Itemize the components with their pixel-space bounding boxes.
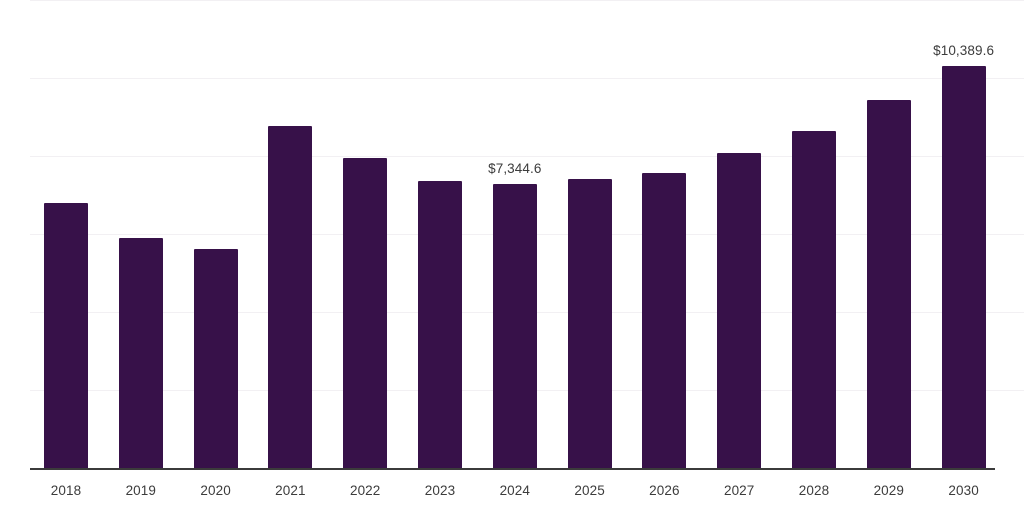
bars-layer	[30, 0, 1024, 468]
bar-2028[interactable]	[792, 131, 836, 468]
x-tick-label-2030: 2030	[948, 483, 979, 498]
x-tick-label-2019: 2019	[125, 483, 157, 498]
bar-2018[interactable]	[44, 203, 88, 468]
x-tick-label-2026: 2026	[649, 483, 680, 498]
bar-2025[interactable]	[567, 178, 612, 468]
value-label-2030: $10,389.6	[933, 42, 995, 58]
x-tick-label-2029: 2029	[873, 483, 905, 498]
x-axis-tick-labels: 2018 2019 2020 2021 2022 2023 2024 2025 2026 2027…	[30, 483, 1024, 507]
gridline	[30, 0, 1024, 1]
bar-2021[interactable]	[268, 126, 313, 468]
bar-2023[interactable]	[418, 181, 462, 468]
x-tick-label-2020: 2020	[200, 483, 231, 498]
x-tick-label-2028: 2028	[798, 483, 830, 498]
bar-2020[interactable]	[193, 249, 238, 468]
bar-2030[interactable]	[941, 65, 986, 468]
x-tick-label-2018: 2018	[50, 483, 82, 498]
x-tick-label-2022: 2022	[349, 483, 381, 498]
gridline	[30, 78, 1024, 79]
bar-2024[interactable]	[492, 183, 537, 468]
x-tick-label-2021: 2021	[275, 483, 306, 498]
bar-2019[interactable]	[118, 238, 163, 468]
x-axis-line	[30, 468, 995, 470]
value-label-2024: $7,344.6	[488, 160, 542, 176]
bar-2026[interactable]	[642, 173, 687, 468]
bar-2027[interactable]	[717, 153, 762, 468]
x-tick-label-2024: 2024	[499, 483, 531, 498]
x-tick-label-2025: 2025	[574, 483, 605, 498]
bar-2022[interactable]	[343, 158, 388, 468]
gridline	[30, 156, 1024, 157]
bar-2029[interactable]	[866, 100, 911, 468]
x-tick-label-2027: 2027	[723, 483, 755, 498]
x-tick-label-2023: 2023	[424, 483, 456, 498]
